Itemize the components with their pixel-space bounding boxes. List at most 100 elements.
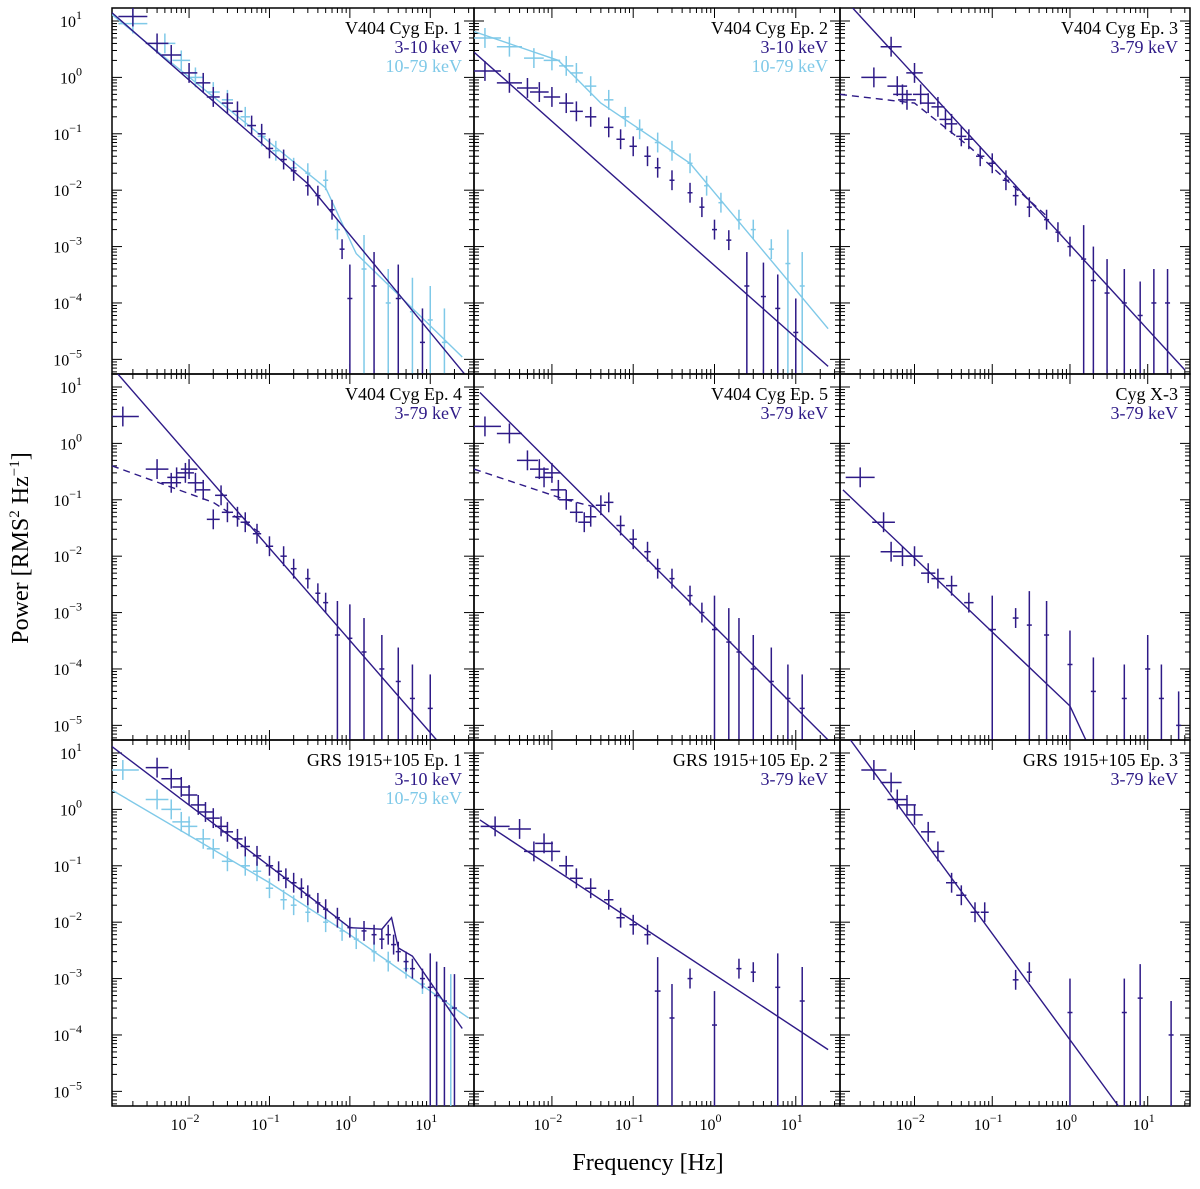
data-point bbox=[206, 808, 220, 829]
y-axis-title-sup1: 2 bbox=[7, 510, 23, 518]
data-point bbox=[1067, 978, 1073, 1106]
tick-exponent: −1 bbox=[631, 1111, 644, 1125]
data-point bbox=[945, 575, 958, 596]
data-point bbox=[1151, 269, 1157, 374]
data-point bbox=[198, 802, 213, 822]
data-point bbox=[616, 515, 625, 536]
energy-band-label: 3-10 keV bbox=[395, 37, 462, 57]
panel-plot-area bbox=[474, 391, 829, 740]
data-point bbox=[921, 93, 936, 114]
data-point bbox=[347, 264, 353, 374]
tick-base: 10 bbox=[53, 859, 69, 876]
tick-base: 10 bbox=[53, 915, 69, 932]
tick-base: 10 bbox=[534, 1117, 550, 1134]
tick-exponent: 0 bbox=[76, 430, 82, 444]
tick-exponent: −5 bbox=[69, 712, 82, 726]
data-point bbox=[964, 129, 974, 150]
data-point bbox=[550, 479, 567, 500]
data-point bbox=[644, 541, 651, 562]
y-tick-label: 101 bbox=[60, 374, 82, 397]
y-tick-label: 10−1 bbox=[53, 487, 82, 510]
panel-plot-area bbox=[474, 28, 829, 374]
data-point bbox=[1090, 657, 1096, 740]
y-axis-title-end: ] bbox=[8, 452, 34, 460]
data-point bbox=[161, 768, 182, 789]
tick-base: 10 bbox=[60, 746, 76, 763]
panel-ticks bbox=[474, 8, 840, 374]
data-point bbox=[247, 115, 257, 136]
data-point bbox=[1121, 664, 1127, 740]
data-point bbox=[347, 604, 353, 740]
panel-ticks bbox=[112, 740, 474, 1106]
data-point bbox=[395, 264, 401, 374]
panel-plot-area bbox=[840, 8, 1186, 374]
data-point bbox=[176, 462, 194, 483]
data-point bbox=[161, 472, 182, 493]
data-point bbox=[1165, 269, 1171, 374]
data-point bbox=[629, 914, 637, 935]
y-tick-label: 100 bbox=[60, 64, 82, 87]
data-point bbox=[775, 274, 781, 374]
data-point bbox=[880, 772, 902, 793]
data-point bbox=[1026, 962, 1032, 983]
tick-exponent: 1 bbox=[76, 374, 82, 388]
data-point bbox=[339, 920, 345, 941]
data-point bbox=[1145, 635, 1151, 740]
data-point bbox=[1090, 246, 1096, 374]
data-point bbox=[711, 991, 717, 1106]
data-point bbox=[305, 902, 311, 923]
data-point bbox=[976, 146, 985, 167]
panel-9: GRS 1915+105 Ep. 33-79 keV bbox=[839, 739, 1191, 1107]
data-point bbox=[305, 885, 311, 906]
data-point bbox=[172, 777, 191, 797]
tick-exponent: 0 bbox=[351, 1111, 357, 1125]
series-3-79 keV bbox=[849, 740, 1174, 1106]
data-point bbox=[252, 523, 262, 544]
tick-base: 10 bbox=[53, 296, 69, 313]
data-point bbox=[898, 794, 916, 815]
data-point bbox=[334, 219, 340, 240]
data-point bbox=[240, 512, 250, 533]
panel-title: V404 Cyg Ep. 5 bbox=[711, 384, 828, 404]
y-tick-label: 100 bbox=[60, 796, 82, 819]
series-3-79 keV bbox=[842, 467, 1182, 740]
x-tick-label: 10−2 bbox=[896, 1111, 925, 1134]
y-tick-label: 10−3 bbox=[53, 600, 82, 623]
x-tick-label: 10−1 bbox=[251, 1111, 280, 1134]
y-tick-label: 10−5 bbox=[53, 1078, 82, 1101]
data-point bbox=[887, 76, 908, 97]
data-point bbox=[385, 269, 391, 374]
data-point bbox=[604, 492, 614, 513]
data-point bbox=[427, 285, 433, 374]
tick-base: 10 bbox=[53, 606, 69, 623]
x-tick-label: 100 bbox=[699, 1111, 721, 1134]
data-point bbox=[880, 36, 902, 57]
data-point bbox=[1158, 664, 1164, 740]
tick-exponent: 0 bbox=[715, 1111, 721, 1125]
y-tick-label: 10−2 bbox=[53, 177, 82, 200]
dashed-model-line bbox=[112, 465, 263, 535]
data-point bbox=[232, 506, 243, 527]
x-tick-label: 101 bbox=[781, 1111, 803, 1134]
data-point bbox=[441, 308, 447, 374]
data-point bbox=[931, 96, 945, 117]
data-point bbox=[861, 760, 887, 780]
data-point bbox=[669, 170, 675, 191]
y-tick-label: 10−3 bbox=[53, 234, 82, 257]
y-tick-label: 10−3 bbox=[53, 966, 82, 989]
tick-exponent: −2 bbox=[69, 909, 82, 923]
tick-base: 10 bbox=[781, 1117, 797, 1134]
data-point bbox=[190, 794, 206, 815]
data-point bbox=[861, 67, 887, 88]
data-point bbox=[939, 109, 952, 130]
data-point bbox=[145, 757, 169, 778]
model-line bbox=[474, 51, 829, 367]
panel-legend: V404 Cyg Ep. 53-79 keV bbox=[711, 384, 828, 423]
data-point bbox=[718, 192, 724, 213]
panel-frame bbox=[839, 373, 1191, 741]
data-point bbox=[880, 541, 902, 562]
data-point bbox=[427, 953, 433, 1106]
data-point bbox=[1081, 225, 1087, 374]
tick-base: 10 bbox=[53, 240, 69, 257]
data-point bbox=[785, 229, 791, 374]
